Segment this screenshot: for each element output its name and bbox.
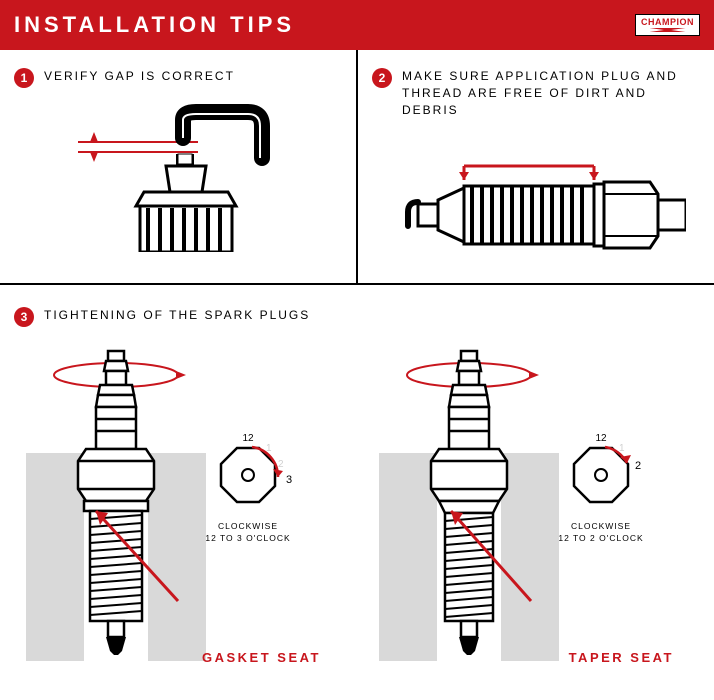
step-2-text: Make sure application plug and thread ar… (402, 68, 700, 118)
step-1-badge: 1 (14, 68, 34, 88)
svg-text:12: 12 (595, 433, 607, 444)
step-2-cell: 2 Make sure application plug and thread … (358, 50, 714, 283)
step-3-badge: 3 (14, 307, 34, 327)
step-3-text: Tightening of the spark plugs (44, 307, 310, 324)
step-3-section: 3 Tightening of the spark plugs (0, 285, 714, 671)
step-1-heading: 1 Verify gap is correct (14, 68, 342, 88)
step-1-cell: 1 Verify gap is correct (0, 50, 358, 283)
step-1-text: Verify gap is correct (44, 68, 235, 85)
gasket-seat-label: GASKET SEAT (202, 650, 321, 665)
step-3-heading: 3 Tightening of the spark plugs (14, 307, 700, 327)
step-1-diagram (14, 102, 342, 252)
svg-text:12 TO 2 O'CLOCK: 12 TO 2 O'CLOCK (558, 533, 643, 543)
taper-seat-label: TAPER SEAT (569, 650, 674, 665)
header-bar: INSTALLATION TIPS CHAMPION (0, 0, 714, 50)
tightening-panels: 12 1 2 3 CLOCKWISE 12 TO 3 O'CLOCK GASKE… (14, 341, 700, 661)
brand-logo-text: CHAMPION (641, 18, 694, 27)
gasket-plug-svg: 12 1 2 3 CLOCKWISE 12 TO 3 O'CLOCK (16, 341, 346, 661)
taper-panel: 12 1 2 CLOCKWISE 12 TO 2 O'CLOCK TAPER S… (367, 341, 700, 661)
gap-diagram-svg (48, 102, 308, 252)
brand-logo-bowtie-icon (650, 28, 686, 32)
svg-text:CLOCKWISE: CLOCKWISE (570, 521, 630, 531)
clock-12-label: 12 (242, 433, 254, 444)
gasket-panel: 12 1 2 3 CLOCKWISE 12 TO 3 O'CLOCK GASKE… (14, 341, 347, 661)
top-row: 1 Verify gap is correct (0, 50, 714, 285)
taper-plug-svg: 12 1 2 CLOCKWISE 12 TO 2 O'CLOCK (369, 341, 699, 661)
clock-range-gasket: 12 TO 3 O'CLOCK (205, 533, 290, 543)
thread-diagram-svg (386, 142, 686, 272)
step-2-heading: 2 Make sure application plug and thread … (372, 68, 700, 118)
clock-end-gasket: 3 (286, 474, 292, 486)
step-2-badge: 2 (372, 68, 392, 88)
clock-end-taper: 2 (635, 460, 641, 472)
page-title: INSTALLATION TIPS (14, 12, 295, 38)
step-2-diagram (372, 132, 700, 282)
svg-text:2: 2 (278, 459, 284, 470)
clockwise-label-1: CLOCKWISE (217, 521, 277, 531)
brand-logo: CHAMPION (635, 14, 700, 36)
